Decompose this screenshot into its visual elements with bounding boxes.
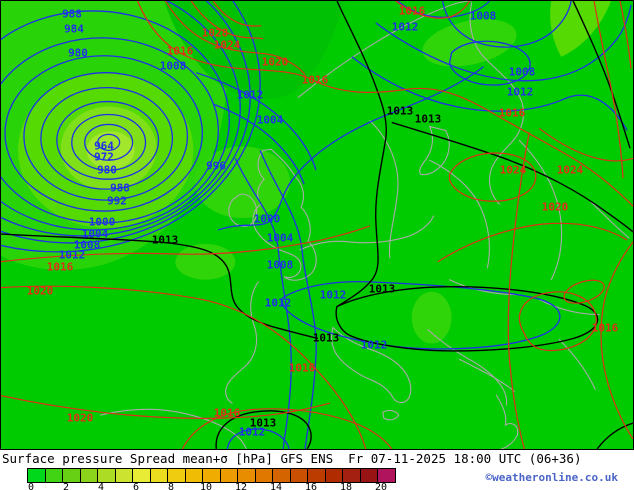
colorbar-cell <box>80 469 98 482</box>
colorbar-tick: 18 <box>339 482 353 490</box>
colorbar-cell <box>220 469 238 482</box>
colorbar-cell <box>203 469 221 482</box>
colorbar-cell <box>308 469 326 482</box>
colorbar-tick: 12 <box>234 482 248 490</box>
colorbar-cell <box>238 469 256 482</box>
colorbar-cell <box>378 469 395 482</box>
colorbar-cell <box>255 469 273 482</box>
colorbar-tick: 14 <box>269 482 283 490</box>
coastlines <box>100 1 630 449</box>
colorbar-cell <box>290 469 308 482</box>
colorbar-cell <box>115 469 133 482</box>
caption: Surface pressure Spread mean+σ [hPa] GFS… <box>2 451 582 466</box>
colorbar-tick: 6 <box>132 482 140 490</box>
copyright-text: ©weatheronline.co.uk <box>485 471 618 484</box>
spread-colorbar <box>27 468 396 483</box>
isobars-red <box>1 1 633 449</box>
colorbar-tick: 8 <box>167 482 175 490</box>
colorbar-tick: 4 <box>97 482 105 490</box>
colorbar-tick: 10 <box>199 482 213 490</box>
colorbar-cell <box>63 469 81 482</box>
isobars-blue <box>1 1 632 449</box>
colorbar-tick-labels: 0 2 4 6 8 10 12 14 16 18 20 <box>0 482 634 490</box>
colorbar-cell <box>185 469 203 482</box>
colorbar-cell <box>360 469 378 482</box>
colorbar-cell <box>133 469 151 482</box>
pressure-map <box>0 0 634 450</box>
colorbar-cell <box>150 469 168 482</box>
colorbar-cell <box>343 469 361 482</box>
pressure-map-canvas <box>1 1 633 449</box>
colorbar-tick: 0 <box>27 482 35 490</box>
colorbar-cell <box>168 469 186 482</box>
colorbar-cell <box>325 469 343 482</box>
colorbar-tick: 2 <box>62 482 70 490</box>
colorbar-cell <box>45 469 63 482</box>
colorbar-tick: 16 <box>304 482 318 490</box>
colorbar-cell <box>28 469 46 482</box>
colorbar-tick: 20 <box>374 482 388 490</box>
colorbar-cell <box>273 469 291 482</box>
colorbar-cell <box>98 469 116 482</box>
isobars-black-1013 <box>1 1 633 449</box>
